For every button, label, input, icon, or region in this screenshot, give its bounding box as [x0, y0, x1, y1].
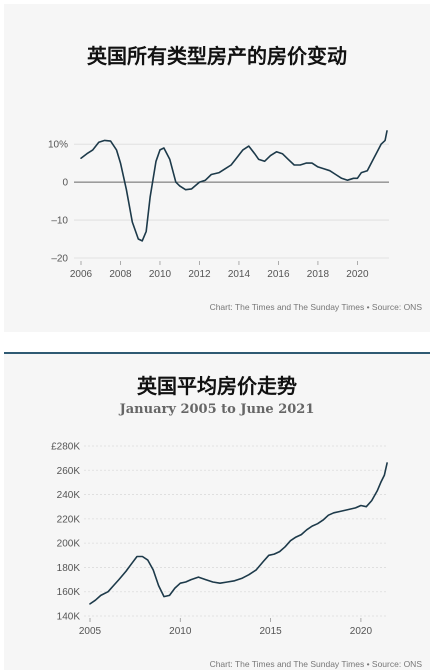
x-tick-label: 2020: [350, 626, 373, 637]
y-tick-label: 200K: [57, 539, 81, 550]
chart-credit: Chart: The Times and The Sunday Times • …: [209, 302, 422, 312]
chart-title: 英国所有类型房产的房价变动: [87, 44, 347, 68]
chart-subtitle: January 2005 to June 2021: [119, 402, 315, 417]
y-tick-label: £280K: [51, 442, 80, 453]
chart-title: 英国平均房价走势: [137, 374, 297, 398]
series-line: [89, 462, 388, 605]
chart-credit: Chart: The Times and The Sunday Times • …: [209, 659, 422, 669]
y-tick-label: 180K: [57, 563, 81, 574]
x-tick-label: 2015: [259, 626, 282, 637]
chart-panel-price-change: 英国所有类型房产的房价变动 10% 0 –10 –20 2006 2008 2010 2012…: [4, 4, 430, 332]
average-price-chart: £280K 260K 240K 220K 200K 180K 160K 140K 2005 201…: [51, 442, 388, 637]
y-tick-label: –20: [51, 254, 68, 265]
y-tick-label: 140K: [57, 612, 81, 623]
x-tick-label: 2014: [228, 269, 251, 280]
x-tick-label: 2008: [109, 269, 132, 280]
chart-panel-average-price: 英国平均房价走势 January 2005 to June 2021 £280K…: [4, 352, 430, 670]
x-tick-label: 2010: [169, 626, 192, 637]
x-tick-label: 2012: [188, 269, 211, 280]
y-tick-label: –10: [51, 216, 68, 227]
x-tick-label: 2020: [346, 269, 369, 280]
series-line: [80, 130, 388, 242]
y-tick-label: 240K: [57, 490, 81, 501]
y-tick-label: 0: [62, 178, 68, 189]
y-tick-label: 220K: [57, 514, 81, 525]
x-tick-label: 2010: [149, 269, 172, 280]
x-tick-label: 2006: [70, 269, 93, 280]
x-tick-label: 2005: [79, 626, 102, 637]
x-tick-label: 2018: [307, 269, 330, 280]
y-tick-label: 10%: [48, 140, 68, 151]
y-tick-label: 260K: [57, 466, 81, 477]
y-tick-label: 160K: [57, 587, 81, 598]
x-tick-label: 2016: [267, 269, 290, 280]
